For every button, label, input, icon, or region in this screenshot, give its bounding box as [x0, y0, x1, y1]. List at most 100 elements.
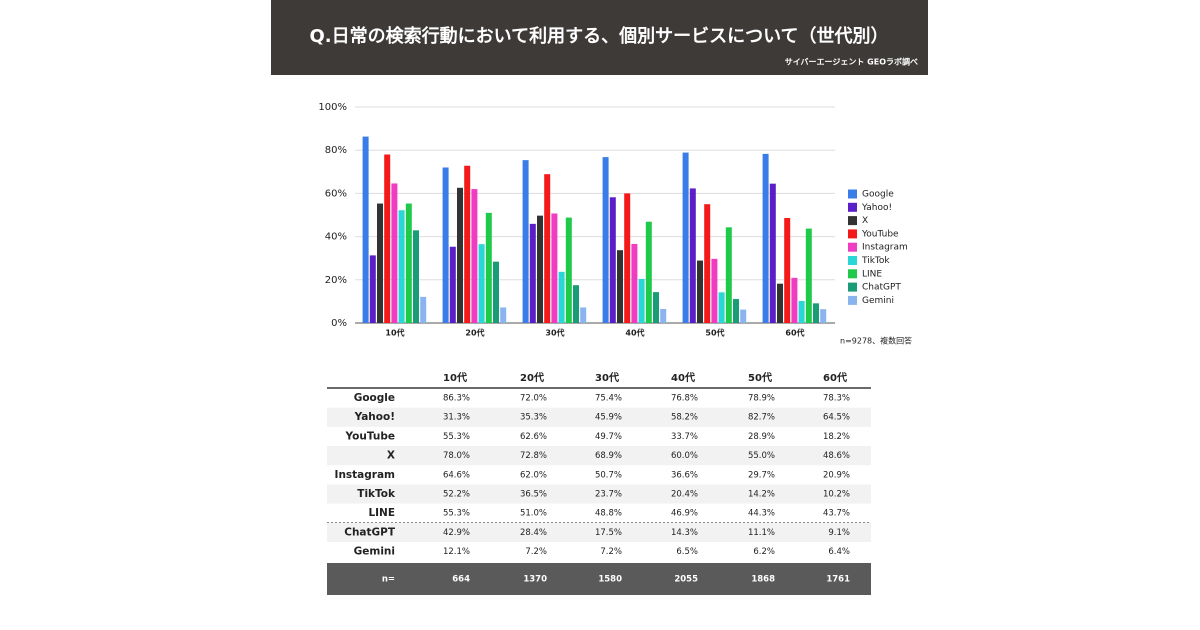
legend-label: X — [862, 216, 868, 226]
cell: 20.9% — [823, 470, 850, 480]
table-header: 20代 — [520, 371, 544, 384]
row-label: Yahoo! — [354, 411, 395, 423]
bar — [420, 296, 427, 323]
cell: 29.7% — [748, 470, 775, 480]
footer-cell: 1868 — [751, 575, 775, 585]
bar — [791, 277, 798, 323]
cell: 44.3% — [748, 509, 775, 519]
row-label: Gemini — [354, 546, 395, 558]
cell: 28.4% — [520, 528, 547, 538]
title: Q.日常の検索行動において利用する、個別サービスについて（世代別） — [309, 25, 888, 47]
cell: 31.3% — [443, 413, 470, 423]
legend-label: Google — [862, 190, 894, 200]
bar — [689, 188, 696, 323]
bar — [551, 213, 558, 323]
cell: 11.1% — [748, 528, 775, 538]
cell: 72.0% — [520, 394, 547, 404]
bar — [631, 243, 638, 323]
cell: 72.8% — [520, 451, 547, 461]
cell: 82.7% — [748, 413, 775, 423]
cell: 6.4% — [828, 547, 850, 557]
bar — [464, 165, 471, 323]
footer-cell: 664 — [452, 575, 470, 585]
bar — [711, 258, 718, 323]
bar — [697, 260, 703, 323]
bar — [384, 154, 391, 323]
x-tick-label: 40代 — [625, 328, 644, 338]
bar — [653, 292, 659, 323]
footer-label: n= — [382, 575, 395, 585]
cell: 17.5% — [595, 528, 622, 538]
legend-swatch — [848, 216, 857, 226]
note: n=9278、複数回答 — [840, 336, 912, 346]
row-label: TikTok — [357, 488, 396, 500]
bar — [493, 261, 499, 323]
cell: 35.3% — [520, 413, 547, 423]
cell: 64.6% — [443, 470, 470, 480]
cell: 50.7% — [595, 470, 622, 480]
bar — [769, 183, 776, 323]
cell: 62.6% — [520, 432, 547, 442]
row-label: X — [387, 450, 395, 462]
legend-label: Instagram — [862, 243, 908, 253]
footer-cell: 1761 — [826, 575, 850, 585]
legend-swatch — [848, 269, 857, 279]
cell: 23.7% — [595, 490, 622, 500]
y-tick-label: 40% — [325, 232, 347, 243]
bar — [682, 152, 689, 323]
bar — [449, 246, 456, 323]
cell: 18.2% — [823, 432, 850, 442]
cell: 48.6% — [823, 451, 850, 461]
bar — [500, 307, 507, 323]
cell: 6.2% — [753, 547, 775, 557]
legend-label: YouTube — [861, 229, 899, 239]
table-header: 30代 — [595, 371, 619, 384]
legend-label: TikTok — [861, 256, 890, 266]
legend-swatch — [848, 202, 857, 212]
legend-swatch — [848, 189, 857, 199]
row-bg — [327, 484, 871, 504]
row-label: LINE — [368, 507, 395, 519]
cell: 33.7% — [671, 432, 698, 442]
bar — [573, 285, 579, 323]
legend-label: LINE — [862, 269, 882, 279]
cell: 42.9% — [443, 528, 470, 538]
bar — [369, 255, 376, 323]
cell: 49.7% — [595, 432, 622, 442]
bar — [820, 309, 827, 323]
footer-bg — [327, 563, 871, 595]
legend-swatch — [848, 256, 857, 265]
cell: 7.2% — [600, 547, 622, 557]
table-header: 10代 — [443, 371, 467, 384]
bar — [617, 250, 623, 323]
cell: 48.8% — [595, 509, 622, 519]
table-header: 60代 — [823, 371, 847, 384]
x-tick-label: 50代 — [705, 328, 724, 338]
cell: 86.3% — [443, 394, 470, 404]
bar — [798, 300, 805, 323]
cell: 52.2% — [443, 490, 470, 500]
bar — [485, 212, 492, 323]
cell: 78.3% — [823, 394, 850, 404]
legend-label: ChatGPT — [862, 283, 901, 293]
header-bg — [271, 0, 928, 75]
cell: 43.7% — [823, 509, 850, 519]
footer-cell: 2055 — [674, 575, 698, 585]
y-tick-label: 0% — [331, 318, 347, 329]
cell: 36.6% — [671, 470, 698, 480]
cell: 78.0% — [443, 451, 470, 461]
bar — [762, 153, 769, 323]
table-header: 50代 — [748, 371, 772, 384]
cell: 68.9% — [595, 451, 622, 461]
y-tick-label: 80% — [325, 145, 347, 156]
bar — [529, 223, 536, 323]
cell: 58.2% — [671, 413, 698, 423]
bar — [733, 299, 739, 323]
cell: 6.5% — [676, 547, 698, 557]
cell: 55.3% — [443, 509, 470, 519]
bar — [718, 292, 725, 323]
cell: 14.3% — [671, 528, 698, 538]
bar — [362, 136, 369, 323]
cell: 51.0% — [520, 509, 547, 519]
